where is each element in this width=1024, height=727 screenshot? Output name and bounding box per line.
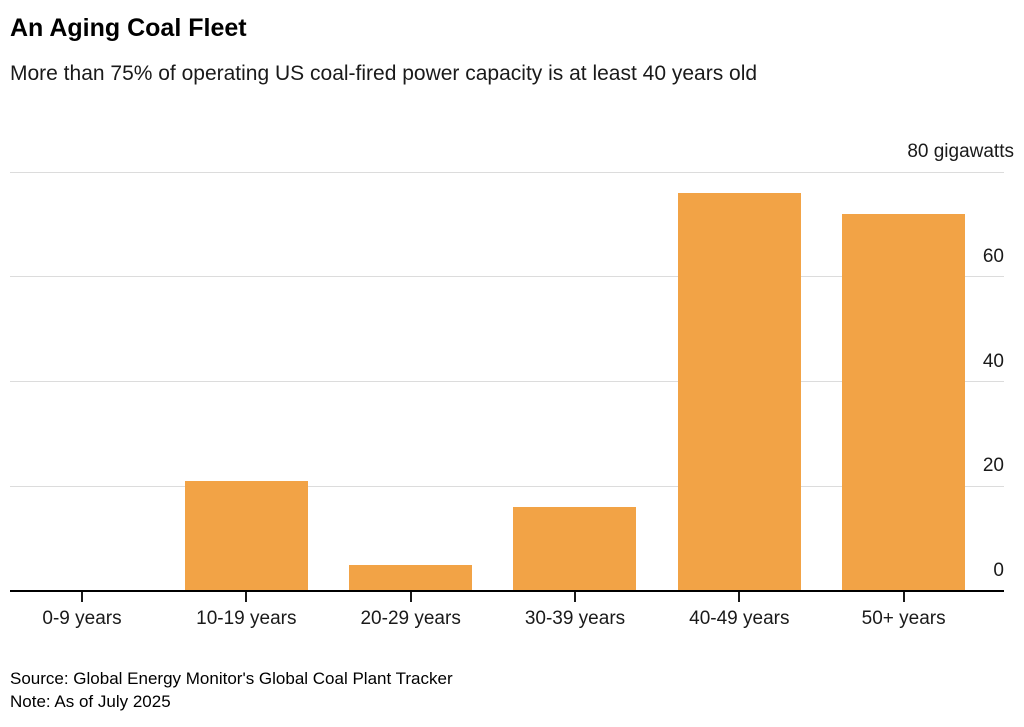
x-category-label: 30-39 years xyxy=(524,608,626,629)
bar-30-39-years xyxy=(513,507,637,591)
chart-title: An Aging Coal Fleet xyxy=(10,14,247,42)
x-category-label: 10-19 years xyxy=(196,608,297,629)
x-category-label: 40-49 years xyxy=(689,608,790,629)
bar-40-49-years xyxy=(677,192,801,591)
y-axis-unit-label: 80 gigawatts xyxy=(907,141,1014,162)
x-axis-line xyxy=(10,590,1004,592)
x-category-label: 0-9 years xyxy=(42,608,122,629)
source-text: Source: Global Energy Monitor's Global C… xyxy=(10,669,453,688)
x-tick-10-19-years xyxy=(245,592,248,602)
y-tick-label-40: 40 xyxy=(982,350,1004,372)
bar-10-19-years xyxy=(184,481,308,591)
x-tick-40-49-years xyxy=(738,592,741,602)
y-tick-label-0: 0 xyxy=(993,560,1004,581)
x-category-label: 50+ years xyxy=(861,608,946,629)
bar-20-29-years xyxy=(349,564,473,591)
x-tick-50+-years xyxy=(902,592,905,602)
note-text: Note: As of July 2025 xyxy=(10,692,171,711)
chart-subtitle: More than 75% of operating US coal-fired… xyxy=(10,62,758,85)
footer: Source: Global Energy Monitor's Global C… xyxy=(10,667,453,713)
gridline-20 xyxy=(10,485,1004,487)
gridline-40 xyxy=(10,381,1004,382)
plot-area: 0 20 40 60 0-9 years 10-19 years 20-29 years 30… xyxy=(10,171,1004,629)
bar-50+-years xyxy=(842,213,966,591)
gridline-60 xyxy=(10,276,1004,278)
y-tick-label-60: 60 xyxy=(982,245,1004,267)
x-tick-30-39-years xyxy=(573,592,576,602)
x-category-label: 20-29 years xyxy=(360,608,461,629)
x-tick-0-9-years xyxy=(81,592,83,602)
x-tick-20-29-years xyxy=(409,592,412,602)
gridline-80 xyxy=(10,171,1004,173)
y-tick-label-20: 20 xyxy=(982,455,1004,477)
